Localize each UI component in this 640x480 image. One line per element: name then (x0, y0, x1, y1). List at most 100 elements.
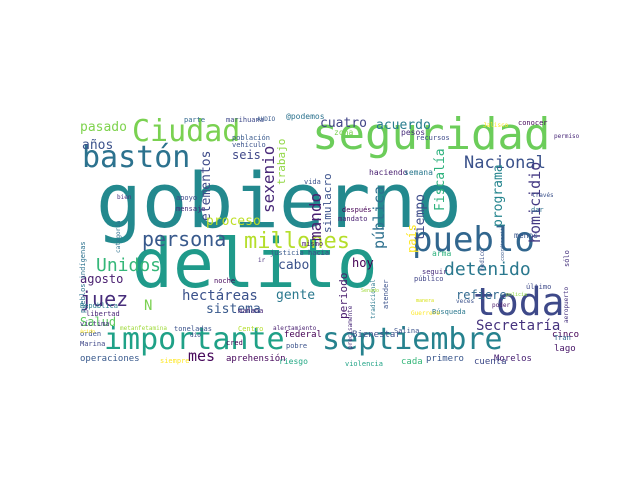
word-cloud-word: cada (401, 357, 423, 367)
word-cloud-word: hectáreas (182, 288, 258, 304)
word-cloud-word: vehículo (232, 141, 266, 149)
word-cloud-word: medico (479, 249, 486, 271)
word-cloud-word: atender (382, 279, 390, 309)
word-cloud-word: aprehensión (226, 354, 286, 364)
word-cloud-word: juez (80, 287, 129, 311)
word-cloud-word: simulacro (321, 173, 334, 233)
word-cloud-word: Centro (238, 325, 264, 333)
word-cloud-word: apoyo (176, 194, 198, 202)
word-cloud-word: libertad (86, 310, 120, 318)
word-cloud-word: hoy (352, 256, 374, 270)
word-cloud-word: seguridad (312, 113, 551, 160)
word-cloud-word: dio (190, 332, 201, 339)
word-cloud-word: @podemos (286, 113, 325, 121)
word-cloud-word: semana (404, 168, 433, 177)
word-cloud-word: cuenta (474, 357, 507, 367)
word-cloud-word: sólo (563, 250, 571, 267)
word-cloud-word: Senado (361, 288, 380, 294)
word-cloud-word: N (144, 298, 153, 314)
word-cloud-word: Guerrero (411, 310, 440, 317)
word-cloud-word: República (80, 302, 118, 310)
word-cloud-word: toneladas (174, 325, 212, 333)
word-cloud-word: trabajo (275, 138, 288, 185)
word-cloud-word: millones (244, 229, 350, 254)
word-cloud-word: riesgo (279, 357, 308, 366)
word-cloud-word: cabo (278, 258, 310, 273)
word-cloud-word: mañana (238, 307, 264, 315)
word-cloud-word: acuerdo (376, 118, 431, 133)
word-cloud-word: toda (473, 280, 565, 324)
word-cloud-word: bien (117, 194, 132, 201)
word-cloud-word: conocer (518, 119, 548, 127)
word-cloud-word: Fiscalía (433, 148, 448, 211)
word-cloud-word: cinco (552, 330, 580, 340)
word-cloud-word: parte (184, 116, 206, 124)
word-cloud-word: ir (258, 257, 266, 264)
word-cloud-word: violencia (345, 360, 383, 368)
word-cloud-word: categoría (115, 220, 122, 253)
word-cloud-word: gente (276, 288, 316, 303)
word-cloud-word: Marina (80, 340, 106, 348)
word-cloud-word: través (532, 192, 554, 199)
word-cloud-word: Morelos (494, 354, 532, 364)
word-cloud-word: proceso (206, 214, 261, 229)
word-cloud-word: cred (226, 339, 243, 347)
word-cloud-word: aeropuerto (563, 286, 570, 323)
word-cloud-word: Ciudad (132, 114, 241, 149)
word-cloud-word: Jalisco (483, 122, 509, 129)
word-cloud-word: después (342, 206, 372, 214)
word-cloud-word: veces (456, 298, 475, 305)
word-cloud: gobierno delito seguridad pueblo importante s… (76, 113, 581, 368)
word-cloud-word: último (526, 283, 552, 291)
word-cloud-word: gobierno (96, 156, 463, 245)
word-cloud-word: delito (132, 225, 378, 304)
word-cloud-word: Nacional (464, 153, 546, 173)
word-cloud-word: Salud (80, 315, 117, 329)
word-cloud-word: precisamente (347, 305, 354, 349)
word-cloud-word: años (82, 138, 114, 153)
word-cloud-word: coordinación (500, 224, 506, 261)
word-cloud-word: mismo (302, 240, 324, 248)
word-cloud-word: federal (284, 330, 322, 340)
word-cloud-word: orden (80, 330, 102, 338)
word-cloud-word: permiso (554, 133, 580, 140)
word-cloud-word: menos (514, 231, 539, 240)
word-cloud-word: pesos (401, 128, 426, 137)
word-cloud-word: metanfetamina (120, 325, 167, 332)
word-cloud-word: haciendo (369, 168, 408, 177)
word-cloud-word: lago (554, 344, 576, 354)
word-cloud-word: pobre (286, 342, 308, 350)
word-cloud-word: ácido (80, 329, 96, 335)
word-cloud-word: pueblo (412, 220, 535, 260)
word-cloud-word: población (232, 134, 270, 142)
word-cloud-word: programa (491, 164, 506, 227)
word-cloud-word: mes (188, 347, 216, 365)
word-cloud-word: tradicional (370, 279, 377, 319)
word-cloud-word: arma (432, 249, 452, 258)
word-cloud-word: detenido (444, 259, 531, 280)
word-cloud-word: marihuana (226, 116, 264, 124)
word-cloud-word: primero (426, 354, 464, 364)
word-cloud-word: vida (304, 178, 321, 186)
word-cloud-word: Búsqueda (432, 308, 466, 316)
word-cloud-word: siempre (160, 357, 190, 365)
word-cloud-word: refiere (456, 288, 507, 302)
word-cloud-word: mensaje (176, 205, 206, 213)
word-cloud-word: policía (506, 292, 528, 298)
word-cloud-word: AUDIO (257, 116, 276, 123)
word-cloud-word: sistema (206, 302, 261, 317)
word-cloud-word: noche (214, 277, 236, 285)
word-cloud-word: manera (416, 298, 435, 304)
word-cloud-word: víctima (80, 320, 110, 328)
word-cloud-word: persona (142, 227, 227, 251)
word-cloud-word: importante (104, 322, 285, 357)
word-cloud-word: hacia (308, 249, 330, 257)
word-cloud-word: septiembre (322, 322, 503, 357)
word-cloud-word: Unidos (96, 255, 162, 276)
word-cloud-word: pasado (80, 120, 127, 135)
word-cloud-word: cuatro (320, 116, 367, 131)
word-cloud-word: seis (232, 148, 261, 162)
word-cloud-word: pública (370, 185, 388, 249)
word-cloud-word: Salina (394, 327, 420, 335)
word-cloud-word: recursos (416, 134, 450, 142)
